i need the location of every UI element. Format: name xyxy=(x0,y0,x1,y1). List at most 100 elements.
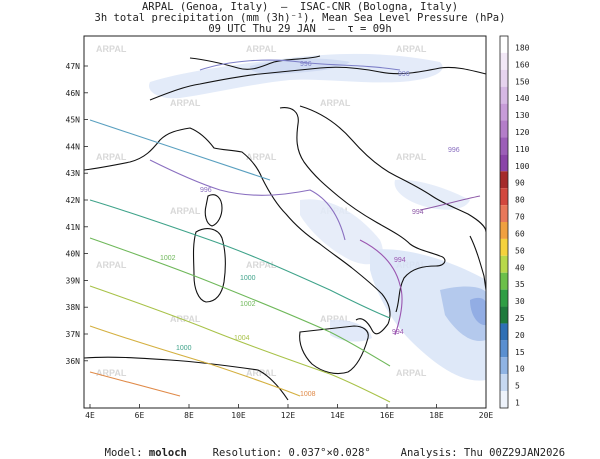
colorbar-label: 140 xyxy=(515,94,530,103)
watermark-text: ARPAL xyxy=(170,98,201,108)
border-lake-region xyxy=(189,55,321,70)
isobar-label: 996 xyxy=(300,61,312,68)
coast-calabria xyxy=(355,318,389,335)
lat-tick-label: 39N xyxy=(66,276,81,285)
watermark-text: ARPAL xyxy=(170,206,201,216)
colorbar-swatch xyxy=(500,340,508,358)
colorbar-label: 15 xyxy=(515,348,525,357)
lon-tick-label: 12E xyxy=(281,411,296,420)
lat-tick-label: 46N xyxy=(66,89,81,98)
colorbar-label: 25 xyxy=(515,314,525,323)
footer-analysis: Analysis: Thu 00Z29JAN2026 xyxy=(388,435,565,459)
watermark-text: ARPAL xyxy=(320,98,351,108)
isobar-label: 1000 xyxy=(176,345,192,352)
lon-tick-label: 4E xyxy=(85,411,95,420)
isobar-1008 xyxy=(89,371,181,397)
colorbar-swatch xyxy=(500,137,508,155)
title-line-1: ARPAL (Genoa, Italy) — ISAC-CNR (Bologna… xyxy=(141,1,459,13)
watermark-text: ARPAL xyxy=(170,314,201,324)
colorbar-label: 50 xyxy=(515,246,525,255)
watermark-text: ARPAL xyxy=(246,152,277,162)
colorbar-swatch xyxy=(500,171,508,189)
colorbar-swatch xyxy=(500,374,508,392)
coast-italy-adriatic xyxy=(279,107,446,313)
latitude-axis: 47N 46N 45N 44N 43N 42N 41N 40N 39N 38N 37N 36N xyxy=(66,62,88,366)
colorbar-swatch xyxy=(500,52,508,70)
precip-sicily xyxy=(330,319,372,342)
isobar-labels: 996 996 996 996 994 994 994 1002 1000 10… xyxy=(160,61,460,398)
lat-tick-label: 44N xyxy=(66,142,81,151)
lon-tick-label: 8E xyxy=(184,411,194,420)
watermark-text: ARPAL xyxy=(96,152,127,162)
colorbar-swatch xyxy=(500,255,508,273)
footer-resolution: Resolution: 0.037°×0.028° xyxy=(200,435,371,459)
colorbar-label: 180 xyxy=(515,43,530,52)
isobar-1006 xyxy=(89,325,301,397)
isobar-label: 1000 xyxy=(240,275,256,282)
lat-tick-label: 47N xyxy=(66,62,81,71)
watermark-text: ARPAL xyxy=(96,260,127,270)
isobar-996-north xyxy=(199,59,401,71)
colorbar-label: 110 xyxy=(515,145,530,154)
isobar-label: 1004 xyxy=(234,335,250,342)
colorbar-border xyxy=(499,35,509,409)
lon-tick-label: 18E xyxy=(429,411,444,420)
colorbar-label: 10 xyxy=(515,365,525,374)
coast-sardinia xyxy=(192,228,226,303)
colorbar-swatch xyxy=(500,238,508,256)
isobar-998 xyxy=(89,119,271,181)
colorbar-label: 1 xyxy=(515,399,520,408)
title-line-2: 3h total precipitation (mm (3h)⁻¹), Mean… xyxy=(94,12,506,24)
isobar-1004 xyxy=(89,285,391,403)
isobar-layer xyxy=(89,59,481,403)
colorbar-label: 60 xyxy=(515,229,525,238)
footer-resolution-label: Resolution: xyxy=(212,447,283,459)
colorbar-swatch xyxy=(500,120,508,138)
lat-tick-label: 45N xyxy=(66,116,81,125)
watermark-text: ARPAL xyxy=(246,44,277,54)
coast-croatia xyxy=(299,105,486,233)
watermark-text: ARPAL xyxy=(246,368,277,378)
precip-tyrrhenian xyxy=(300,199,383,265)
colorbar-label: 5 xyxy=(515,382,520,391)
coast-corsica xyxy=(204,194,223,227)
footer-model-value: moloch xyxy=(148,447,187,459)
lat-tick-label: 42N xyxy=(66,196,81,205)
isobar-label: 994 xyxy=(412,209,424,216)
isobar-label: 996 xyxy=(398,71,410,78)
colorbar-swatch xyxy=(500,188,508,206)
footer-model-label: Model: xyxy=(104,447,143,459)
colorbar-swatch xyxy=(500,69,508,87)
title-line-3: 09 UTC Thu 29 JAN — τ = 09h xyxy=(208,23,392,35)
footer-resolution-value: 0.037°×0.028° xyxy=(288,447,371,459)
coast-greece-west xyxy=(469,235,486,291)
lat-tick-label: 37N xyxy=(66,330,81,339)
colorbar-label: 150 xyxy=(515,77,530,86)
isobar-label: 1008 xyxy=(300,391,316,398)
colorbar-label: 100 xyxy=(515,162,530,171)
colorbar-swatch xyxy=(500,272,508,290)
colorbar-swatch xyxy=(500,306,508,324)
colorbar-label: 130 xyxy=(515,111,530,120)
watermark-text: ARPAL xyxy=(396,368,427,378)
colorbar-label: 120 xyxy=(515,128,530,137)
lat-tick-label: 41N xyxy=(66,223,81,232)
watermark-layer: ARPAL ARPAL ARPAL ARPAL ARPAL ARPAL ARPAL ARPAL… xyxy=(96,44,427,378)
footer-analysis-value: Thu 00Z29JAN2026 xyxy=(463,447,566,459)
coast-sicily xyxy=(299,325,369,375)
isobar-label: 996 xyxy=(448,147,460,154)
watermark-text: ARPAL xyxy=(96,368,127,378)
watermark-text: ARPAL xyxy=(96,44,127,54)
colorbar-swatch xyxy=(500,86,508,104)
isobar-994-south xyxy=(359,239,403,336)
isobar-label: 1002 xyxy=(240,301,256,308)
colorbar-label: 20 xyxy=(515,331,525,340)
footer-analysis-label: Analysis: xyxy=(400,447,458,459)
colorbar-swatch xyxy=(500,289,508,307)
colorbar-label: 160 xyxy=(515,60,530,69)
lon-tick-label: 10E xyxy=(231,411,246,420)
colorbar-swatch xyxy=(500,205,508,222)
map-frame-border xyxy=(83,35,487,409)
precip-alps xyxy=(149,53,443,99)
